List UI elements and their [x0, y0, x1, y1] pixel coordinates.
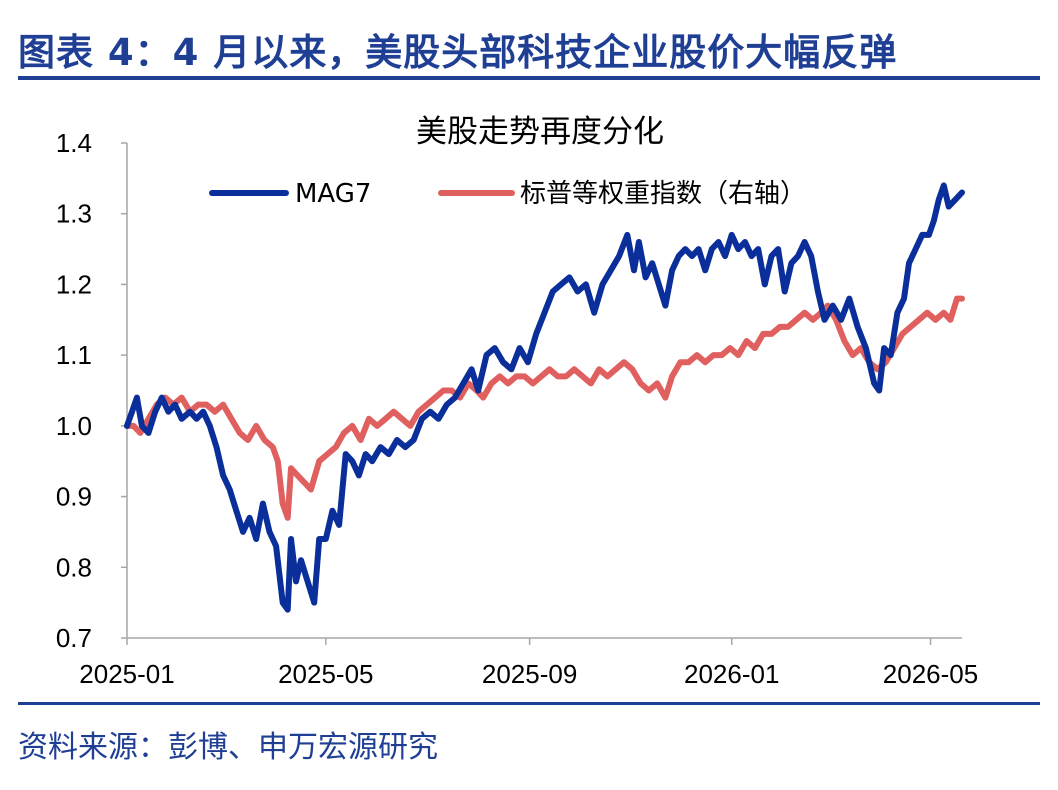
source-note: 资料来源：彭博、申万宏源研究	[18, 730, 438, 765]
x-tick-label: 2025-09	[482, 659, 577, 689]
y-tick-label: 0.8	[56, 552, 92, 582]
legend-label-mag7: MAG7	[295, 179, 371, 209]
y-tick-label: 1.1	[56, 340, 92, 370]
series-layer	[124, 182, 965, 613]
title-divider	[18, 76, 1040, 80]
y-tick-label: 0.9	[56, 482, 92, 512]
x-tick-label: 2026-05	[883, 659, 978, 689]
figure-title: 图表 4：4 月以来，美股头部科技企业股价大幅反弹	[18, 31, 898, 74]
y-tick-label: 1.0	[56, 411, 92, 441]
chart-title: 美股走势再度分化	[416, 114, 664, 150]
legend: MAG7 标普等权重指数（右轴）	[209, 179, 806, 209]
source-divider	[18, 702, 1040, 705]
y-tick-label: 1.3	[56, 199, 92, 229]
y-tick-label: 1.2	[56, 269, 92, 299]
y-axis: 1.4 1.3 1.2 1.1 1.0 0.9 0.8 0.7	[56, 128, 128, 653]
legend-label-equal-weight: 标普等权重指数（右轴）	[520, 179, 806, 209]
series-line-equal-weight	[124, 295, 965, 521]
y-tick-label: 1.4	[56, 128, 92, 158]
line-chart: 美股走势再度分化 MAG7 标普等权重指数（右轴） 1.41.31.21.11.…	[56, 114, 978, 689]
series-line-mag7	[124, 182, 965, 613]
x-axis: 2025-01 2025-05 2025-09 2026-01 2026-05	[79, 637, 978, 689]
x-tick-label: 2025-05	[278, 659, 373, 689]
y-tick-label: 0.7	[56, 623, 92, 653]
x-tick-label: 2026-01	[684, 659, 779, 689]
x-tick-label: 2025-01	[79, 659, 174, 689]
